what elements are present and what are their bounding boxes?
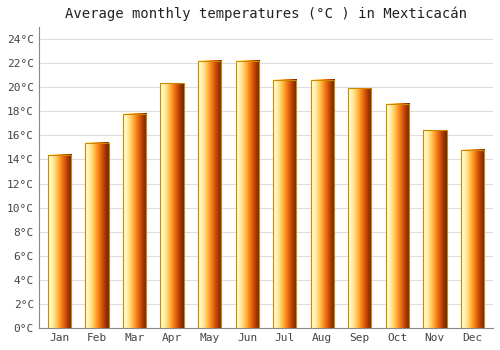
Bar <box>48 155 71 328</box>
Bar <box>273 80 296 328</box>
Bar <box>236 61 259 328</box>
Bar <box>348 88 372 328</box>
Bar <box>123 114 146 328</box>
Title: Average monthly temperatures (°C ) in Mexticacán: Average monthly temperatures (°C ) in Me… <box>65 7 467 21</box>
Bar <box>386 104 409 328</box>
Bar <box>461 150 484 328</box>
Bar <box>310 80 334 328</box>
Bar <box>423 131 446 328</box>
Bar <box>198 61 222 328</box>
Bar <box>160 83 184 328</box>
Bar <box>86 142 108 328</box>
